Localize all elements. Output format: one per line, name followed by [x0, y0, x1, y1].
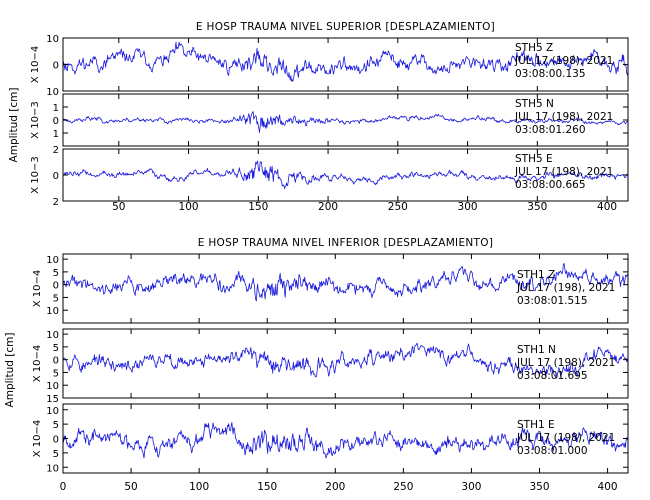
x-tick-label: 150: [248, 201, 268, 213]
y-tick-label: 2: [53, 197, 59, 208]
record-time: 03:08:01.000: [517, 445, 588, 457]
y-tick-label: 0: [53, 356, 59, 367]
waveform-trace: [62, 342, 629, 379]
y-tick-label: 1: [53, 103, 59, 114]
x-tick-label: 400: [597, 201, 617, 213]
y-tick-label: 1: [53, 129, 59, 140]
x-tick-label: 200: [318, 201, 338, 213]
y-tick-label: 10: [46, 255, 59, 266]
record-date: JUL 17 (198), 2021: [514, 166, 613, 178]
y-tick-label: 0: [53, 435, 59, 446]
y-tick-label: 5: [53, 293, 59, 304]
y-tick-label: 10: [46, 406, 59, 417]
station-label: STH5 N: [515, 98, 554, 110]
x-tick-label: 250: [388, 201, 408, 213]
y-multiplier-label: X 10−3: [30, 156, 41, 194]
y-tick-label: 0: [53, 171, 59, 182]
chart-2: E HOSP TRAUMA NIVEL INFERIOR [DESPLAZAMI…: [4, 237, 629, 493]
y-tick-label: 10: [46, 87, 59, 98]
x-tick-label: 350: [527, 201, 547, 213]
x-tick-label: 50: [124, 481, 137, 493]
y-multiplier-label: X 10−4: [32, 420, 43, 458]
panel-frame: [62, 328, 629, 399]
y-tick-label: 0: [53, 116, 59, 127]
waveform-trace: [62, 41, 629, 82]
y-tick-label: 0: [53, 281, 59, 292]
y-tick-label: 2: [53, 145, 59, 156]
x-tick-label: 100: [189, 481, 209, 493]
y-tick-label: 5: [53, 343, 59, 354]
station-label: STH5 Z: [515, 42, 553, 54]
waveform-trace: [62, 111, 629, 134]
y-tick-label: 10: [46, 381, 59, 392]
x-tick-label: 150: [257, 481, 277, 493]
waveform-trace: [62, 262, 629, 302]
record-time: 03:08:00.665: [515, 179, 586, 191]
x-tick-label: 50: [112, 201, 125, 213]
record-date: JUL 17 (198), 2021: [514, 55, 613, 67]
y-tick-label: 10: [46, 34, 59, 45]
record-time: 03:08:01.260: [515, 124, 586, 136]
x-tick-label: 100: [179, 201, 199, 213]
record-time: 03:08:00.135: [515, 68, 586, 80]
station-label: STH1 N: [517, 344, 556, 356]
station-label: STH1 Z: [517, 269, 555, 281]
y-multiplier-label: X 10−3: [30, 101, 41, 139]
y-tick-label: 0: [53, 61, 59, 72]
record-date: JUL 17 (198), 2021: [514, 111, 613, 123]
waveform-trace: [62, 160, 629, 190]
record-date: JUL 17 (198), 2021: [516, 432, 615, 444]
y-tick-label: 15: [46, 394, 59, 405]
waveform-trace: [62, 421, 629, 459]
x-tick-label: 0: [60, 481, 67, 493]
chart-title: E HOSP TRAUMA NIVEL INFERIOR [DESPLAZAMI…: [198, 237, 493, 249]
station-label: STH1 E: [517, 419, 555, 431]
x-tick-label: 200: [325, 481, 345, 493]
y-tick-label: 10: [46, 330, 59, 341]
y-multiplier-label: X 10−4: [32, 345, 43, 383]
x-tick-label: 300: [458, 201, 478, 213]
y-multiplier-label: X 10−4: [30, 46, 41, 84]
x-tick-label: 400: [598, 481, 618, 493]
record-date: JUL 17 (198), 2021: [516, 282, 615, 294]
record-date: JUL 17 (198), 2021: [516, 357, 615, 369]
x-tick-label: 250: [393, 481, 413, 493]
y-tick-label: 10: [46, 306, 59, 317]
y-axis-label: Amplitud [cm]: [4, 333, 16, 408]
record-time: 03:08:01.515: [517, 295, 588, 307]
record-time: 03:08:01.695: [517, 370, 588, 382]
y-axis-label: Amplitud [cm]: [8, 88, 20, 163]
chart-title: E HOSP TRAUMA NIVEL SUPERIOR [DESPLAZAMI…: [196, 21, 495, 33]
chart-1: E HOSP TRAUMA NIVEL SUPERIOR [DESPLAZAMI…: [8, 21, 629, 213]
y-tick-label: 10: [46, 463, 59, 474]
panel-frame: [62, 253, 629, 324]
station-label: STH5 E: [515, 153, 553, 165]
y-tick-label: 5: [53, 368, 59, 379]
y-tick-label: 5: [53, 420, 59, 431]
x-tick-label: 350: [529, 481, 549, 493]
x-tick-label: 300: [461, 481, 481, 493]
y-multiplier-label: X 10−4: [32, 270, 43, 308]
y-tick-label: 5: [53, 449, 59, 460]
y-tick-label: 5: [53, 268, 59, 279]
